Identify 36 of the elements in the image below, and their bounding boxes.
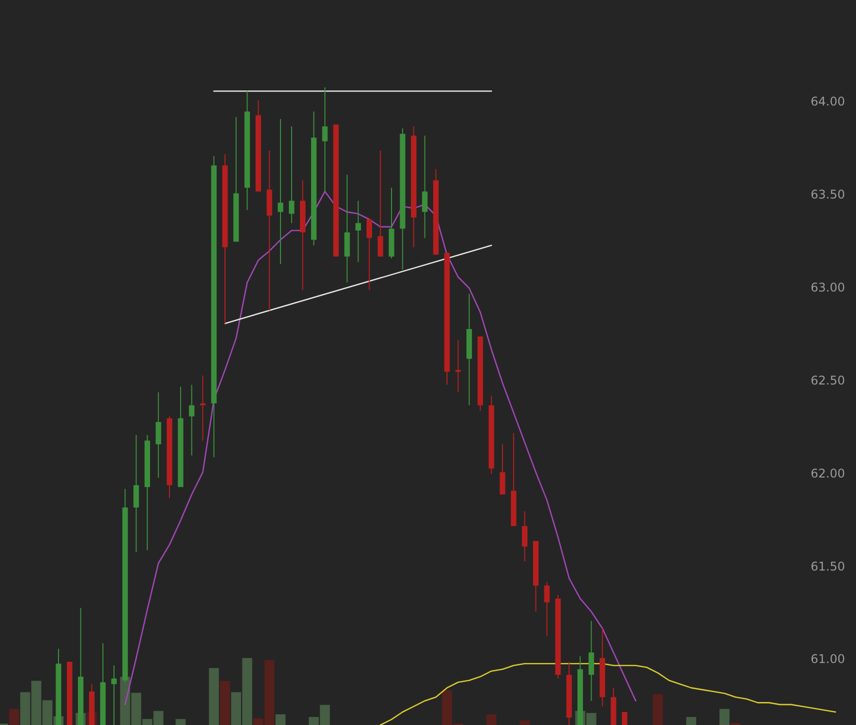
y-tick-label: 62.00 <box>810 466 845 480</box>
candlestick <box>522 510 528 562</box>
candlestick <box>322 86 328 192</box>
y-tick-label: 61.00 <box>810 652 845 666</box>
candlestick <box>355 200 361 263</box>
y-tick-label: 64.00 <box>810 94 845 109</box>
bar <box>686 716 696 725</box>
candlestick <box>133 434 139 553</box>
bar <box>176 718 186 725</box>
candlestick <box>378 150 384 258</box>
y-tick-label: 63.50 <box>810 187 845 202</box>
candlestick <box>278 118 284 264</box>
y-tick-label: 62.50 <box>810 373 845 388</box>
candlestick <box>366 218 372 290</box>
bar <box>652 694 663 725</box>
bar <box>486 714 496 725</box>
candlestick <box>111 665 117 725</box>
candlestick <box>288 126 294 224</box>
candlestick <box>622 712 628 725</box>
line-series <box>124 190 636 706</box>
candlestick <box>500 444 506 495</box>
bar <box>520 720 530 725</box>
bar <box>208 668 219 725</box>
bar <box>276 714 286 725</box>
candlestick <box>544 581 550 636</box>
candlestick <box>422 135 428 238</box>
candlestick <box>188 384 194 456</box>
candlestick <box>156 392 162 478</box>
bar <box>9 708 20 725</box>
bar <box>220 680 230 725</box>
candlestick <box>588 620 594 702</box>
candlestick <box>455 340 461 393</box>
candlestick <box>200 375 206 442</box>
y-tick-label: 61.50 <box>810 559 845 574</box>
y-tick-label: 63.00 <box>810 280 845 294</box>
bar <box>720 708 730 725</box>
